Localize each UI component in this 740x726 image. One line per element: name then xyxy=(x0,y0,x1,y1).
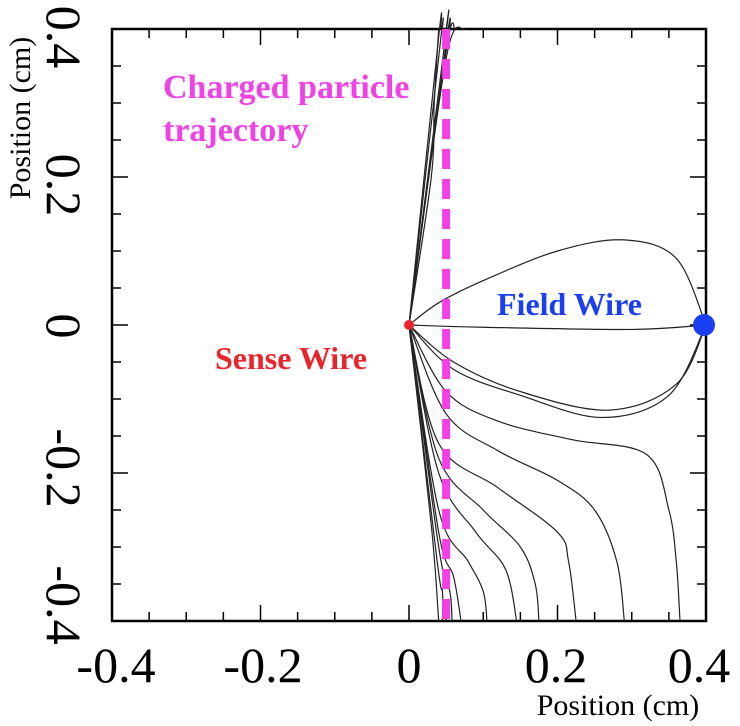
field-wire-label: Field Wire xyxy=(497,286,642,322)
x-tick-label: 0.2 xyxy=(525,637,588,693)
field-line-15 xyxy=(408,324,518,622)
field-line-8 xyxy=(408,324,707,331)
y-tick-label: -0.2 xyxy=(36,428,92,507)
y-tick-label: 0.4 xyxy=(36,6,92,69)
field-line-18 xyxy=(408,324,453,622)
y-tick-label: -0.4 xyxy=(36,565,92,644)
field-line-3 xyxy=(408,9,450,326)
x-tick-label: 0.4 xyxy=(668,637,731,693)
trajectory-annotation-line1: Charged particle xyxy=(163,69,409,106)
y-tick-label: 0 xyxy=(36,314,92,339)
sense-wire-marker xyxy=(404,320,414,330)
trajectory-annotation-line2: trajectory xyxy=(163,112,308,149)
x-axis-label: Position (cm) xyxy=(537,689,700,722)
field-wire-marker xyxy=(693,314,715,336)
field-line-16 xyxy=(408,324,488,622)
field-line-6 xyxy=(408,28,440,326)
x-tick-label: -0.4 xyxy=(76,637,155,693)
field-line-20 xyxy=(408,324,440,622)
y-axis-label: Position (cm) xyxy=(4,37,37,200)
x-tick-label: 0 xyxy=(397,637,422,693)
x-tick-label: -0.2 xyxy=(223,637,302,693)
field-line-12 xyxy=(408,324,625,622)
field-lines xyxy=(408,9,707,622)
y-tick-label: 0.2 xyxy=(36,154,92,217)
field-line-13 xyxy=(408,324,577,622)
field-line-14 xyxy=(408,324,540,622)
sense-wire-label: Sense Wire xyxy=(215,340,367,376)
field-line-7 xyxy=(408,239,707,326)
field-line-10 xyxy=(408,324,707,419)
field-line-5 xyxy=(408,12,443,326)
field-line-9 xyxy=(408,324,707,411)
